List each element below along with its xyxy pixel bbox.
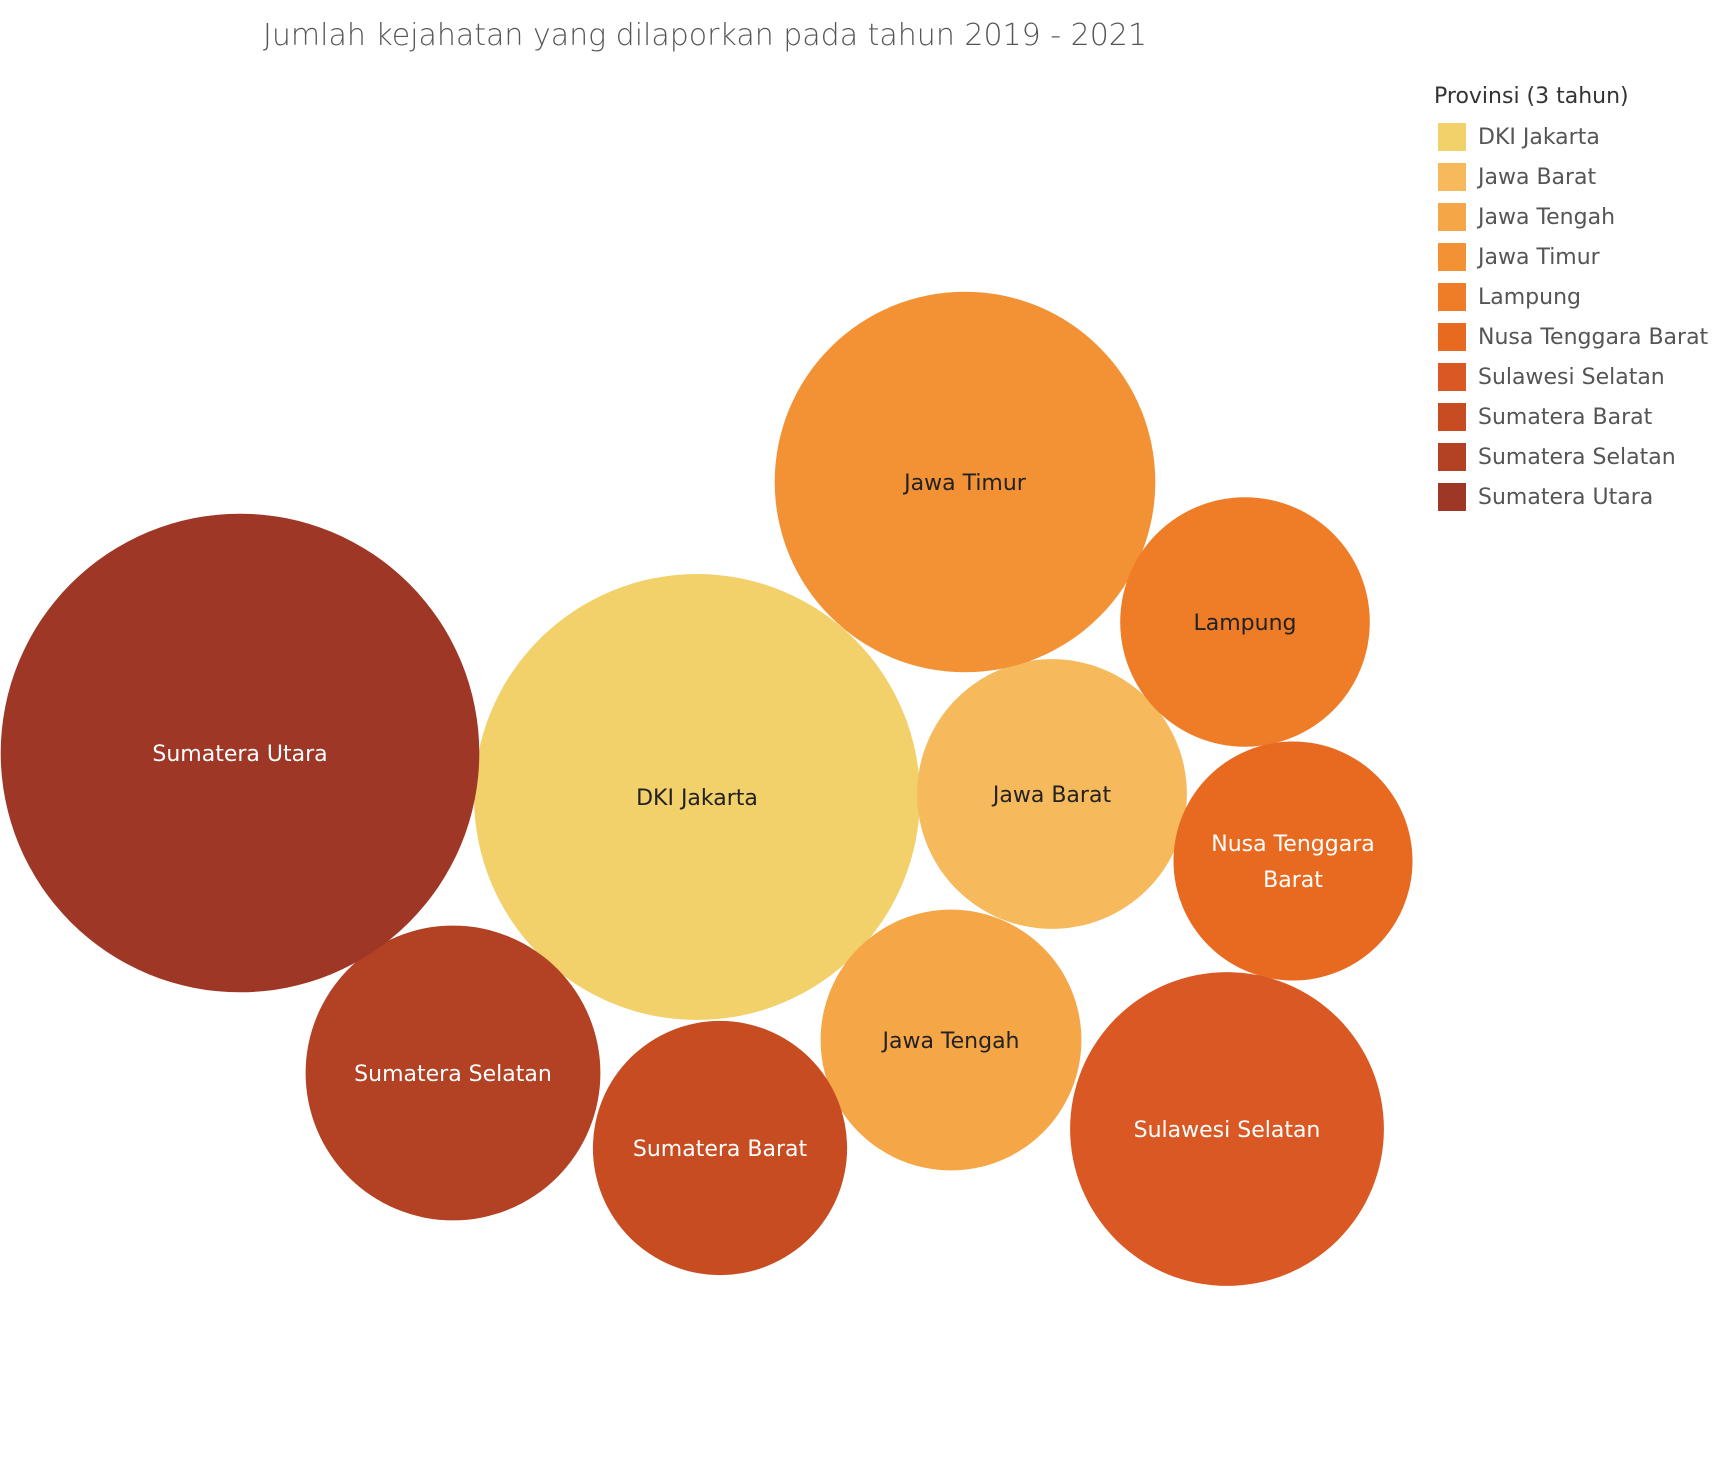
bubble-label-line: Sumatera Barat: [633, 1137, 808, 1162]
bubble-label-nusa-tenggara-barat: Nusa Tenggara Barat: [1211, 832, 1374, 893]
legend-swatch: [1438, 363, 1466, 391]
legend-item-jawa-timur[interactable]: Jawa Timur: [1434, 237, 1720, 277]
legend-item-jawa-barat[interactable]: Jawa Barat: [1434, 157, 1720, 197]
bubble-label-jawa-tengah: Jawa Tengah: [880, 1029, 1019, 1054]
legend-item-nusa-tenggara-barat[interactable]: Nusa Tenggara Barat: [1434, 317, 1720, 357]
legend-item-sumatera-utara[interactable]: Sumatera Utara: [1434, 477, 1720, 517]
bubble-label-line: DKI Jakarta: [636, 786, 758, 811]
bubble-label-dki-jakarta: DKI Jakarta: [636, 786, 758, 811]
legend-item-dki-jakarta[interactable]: DKI Jakarta: [1434, 117, 1720, 157]
bubble-label-line: Nusa Tenggara: [1211, 832, 1374, 857]
bubble-label-line: Jawa Barat: [991, 783, 1112, 808]
chart-title: Jumlah kejahatan yang dilaporkan pada ta…: [263, 18, 1147, 53]
bubble-sulawesi-selatan[interactable]: [1070, 972, 1384, 1286]
legend-label: Sumatera Selatan: [1478, 444, 1676, 470]
legend-label: Sulawesi Selatan: [1478, 364, 1665, 390]
bubble-label-sumatera-barat: Sumatera Barat: [633, 1137, 808, 1162]
legend-label: Jawa Tengah: [1478, 204, 1616, 230]
bubble-label-line: Sulawesi Selatan: [1134, 1118, 1321, 1143]
legend-item-sulawesi-selatan[interactable]: Sulawesi Selatan: [1434, 357, 1720, 397]
legend-items: DKI Jakarta Jawa Barat Jawa Tengah Jawa Tim…: [1434, 117, 1720, 517]
legend-label: Nusa Tenggara Barat: [1478, 324, 1709, 350]
legend-item-sumatera-barat[interactable]: Sumatera Barat: [1434, 397, 1720, 437]
bubble-jawa-barat[interactable]: [917, 659, 1187, 929]
legend-label: Sumatera Barat: [1478, 404, 1653, 430]
legend: Provinsi (3 tahun) DKI Jakarta Jawa Barat…: [1434, 84, 1720, 517]
legend-swatch: [1438, 443, 1466, 471]
legend-swatch: [1438, 483, 1466, 511]
bubble-label-line: Sumatera Selatan: [354, 1062, 552, 1087]
bubble-label-lampung: Lampung: [1194, 611, 1297, 636]
bubble-label-line: Sumatera Utara: [152, 742, 327, 767]
bubble-label-jawa-barat: Jawa Barat: [991, 783, 1112, 808]
bubble-label-line: Lampung: [1194, 611, 1297, 636]
legend-swatch: [1438, 123, 1466, 151]
bubble-label-sumatera-selatan: Sumatera Selatan: [354, 1062, 552, 1087]
bubble-sumatera-utara[interactable]: [0, 513, 480, 993]
bubble-sumatera-barat[interactable]: [592, 1020, 848, 1276]
legend-swatch: [1438, 323, 1466, 351]
bubble-label-sulawesi-selatan: Sulawesi Selatan: [1134, 1118, 1321, 1143]
legend-label: Lampung: [1478, 284, 1581, 310]
bubble-sumatera-selatan[interactable]: [305, 925, 601, 1221]
bubble-jawa-timur[interactable]: [774, 291, 1156, 673]
bubble-lampung[interactable]: [1120, 497, 1370, 747]
legend-item-lampung[interactable]: Lampung: [1434, 277, 1720, 317]
bubble-nusa-tenggara-barat[interactable]: [1173, 741, 1413, 981]
legend-swatch: [1438, 203, 1466, 231]
legend-swatch: [1438, 403, 1466, 431]
legend-title: Provinsi (3 tahun): [1434, 84, 1629, 109]
legend-label: Jawa Timur: [1478, 244, 1600, 270]
legend-swatch: [1438, 243, 1466, 271]
bubble-chart: DKI Jakarta Jawa Barat Jawa Tengah Jawa Tim…: [0, 291, 1413, 1286]
bubble-label-line: Barat: [1263, 868, 1323, 893]
bubble-jawa-tengah[interactable]: [820, 909, 1082, 1171]
legend-item-sumatera-selatan[interactable]: Sumatera Selatan: [1434, 437, 1720, 477]
bubble-label-sumatera-utara: Sumatera Utara: [152, 742, 327, 767]
legend-label: DKI Jakarta: [1478, 124, 1600, 150]
legend-swatch: [1438, 283, 1466, 311]
legend-label: Sumatera Utara: [1478, 484, 1654, 510]
legend-item-jawa-tengah[interactable]: Jawa Tengah: [1434, 197, 1720, 237]
bubble-label-line: Jawa Tengah: [880, 1029, 1019, 1054]
bubble-label-line: Jawa Timur: [902, 471, 1027, 496]
bubble-label-jawa-timur: Jawa Timur: [902, 471, 1027, 496]
legend-label: Jawa Barat: [1478, 164, 1597, 190]
bubble-dki-jakarta[interactable]: [474, 574, 920, 1020]
legend-swatch: [1438, 163, 1466, 191]
